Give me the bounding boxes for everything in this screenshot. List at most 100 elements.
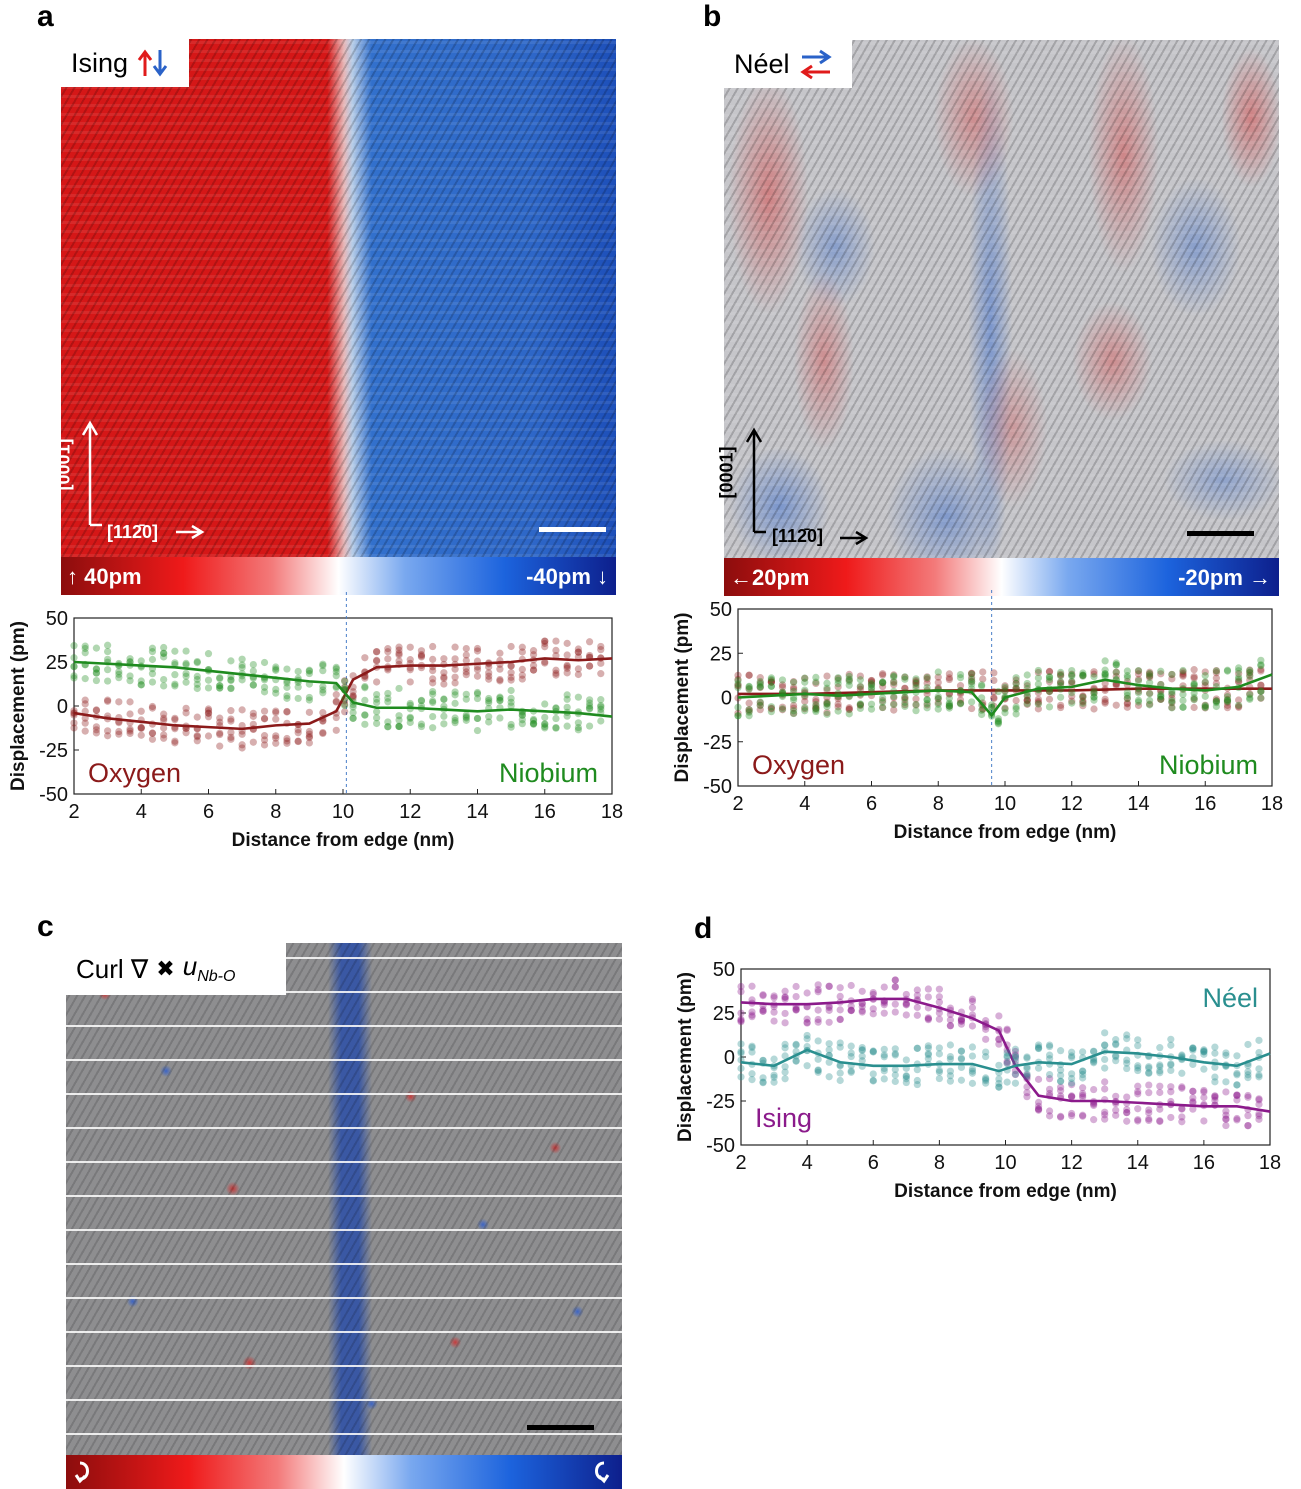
data-point	[767, 678, 775, 686]
data-point	[395, 649, 403, 657]
data-point	[912, 700, 920, 709]
data-point	[1255, 1115, 1263, 1123]
data-point	[767, 704, 775, 712]
data-point	[1068, 689, 1076, 697]
data-point	[395, 684, 403, 693]
data-point	[891, 983, 899, 991]
data-point	[574, 648, 582, 656]
data-point	[1068, 692, 1076, 700]
data-point	[901, 702, 909, 711]
data-point	[1079, 1070, 1087, 1079]
data-point	[182, 729, 190, 737]
data-point	[1068, 1112, 1076, 1120]
data-point	[1168, 698, 1176, 706]
data-point	[812, 678, 820, 686]
data-point	[935, 1015, 943, 1023]
data-point	[879, 670, 887, 678]
data-point	[305, 727, 313, 736]
data-point	[81, 707, 89, 715]
data-point	[440, 655, 448, 663]
data-point	[1189, 1060, 1197, 1069]
data-point	[968, 1067, 977, 1075]
data-point	[384, 723, 392, 731]
data-point	[1101, 1041, 1109, 1049]
data-point	[283, 665, 291, 673]
data-point	[597, 703, 605, 711]
data-point	[1003, 1058, 1011, 1066]
data-point	[834, 676, 842, 684]
data-point	[1023, 693, 1031, 701]
data-point	[1101, 695, 1109, 703]
data-point	[770, 992, 778, 1000]
data-point	[1179, 690, 1187, 699]
data-point	[834, 683, 842, 691]
data-point	[1157, 695, 1165, 703]
data-point	[319, 667, 327, 675]
data-point	[126, 655, 134, 663]
data-point	[1090, 1101, 1098, 1109]
data-point	[1212, 702, 1220, 711]
data-point	[1057, 693, 1065, 701]
data-point	[982, 1048, 990, 1056]
data-point	[902, 1075, 910, 1083]
data-point	[1011, 1053, 1020, 1061]
y-tick-label: -50	[703, 776, 732, 798]
data-point	[349, 714, 357, 722]
data-point	[283, 739, 291, 747]
data-point	[507, 698, 515, 706]
data-point	[790, 704, 798, 712]
series-line	[737, 673, 1273, 718]
data-point	[869, 1005, 877, 1013]
data-point	[1011, 1070, 1020, 1079]
data-point	[823, 710, 831, 718]
data-point	[1034, 1106, 1043, 1114]
data-point	[836, 992, 844, 1000]
data-point	[305, 732, 313, 741]
data-point	[541, 720, 549, 728]
data-point	[238, 744, 246, 752]
data-point	[734, 709, 742, 717]
data-point	[507, 669, 515, 677]
data-point	[792, 1006, 800, 1014]
data-point	[585, 699, 594, 707]
data-point	[1068, 1093, 1076, 1101]
data-point	[913, 1080, 921, 1089]
data-point	[1079, 1048, 1087, 1056]
data-point	[1068, 1074, 1076, 1083]
data-point	[319, 686, 327, 694]
data-point	[1168, 675, 1176, 683]
data-point	[148, 648, 157, 656]
data-point	[1079, 1089, 1087, 1098]
data-point	[552, 671, 560, 679]
data-point	[283, 679, 291, 687]
data-point	[879, 679, 887, 687]
data-point	[305, 734, 313, 742]
data-point	[473, 714, 482, 723]
data-point	[1156, 1082, 1164, 1090]
data-point	[1146, 673, 1154, 682]
data-point	[1123, 1059, 1131, 1067]
data-point	[1178, 1083, 1186, 1091]
data-point	[1146, 669, 1154, 677]
data-point	[979, 668, 987, 676]
data-point	[473, 666, 482, 674]
data-point	[737, 1049, 745, 1057]
data-point	[745, 671, 753, 679]
data-point	[115, 670, 123, 678]
data-point	[934, 673, 942, 681]
data-point	[879, 694, 887, 702]
data-point	[891, 1000, 899, 1008]
data-point	[148, 735, 157, 743]
data-point	[1168, 699, 1176, 707]
y-axis-label: Displacement (pm)	[675, 972, 696, 1142]
data-point	[1134, 1117, 1142, 1125]
data-point	[778, 681, 787, 689]
data-point	[137, 731, 145, 739]
data-point	[781, 995, 789, 1003]
data-point	[1034, 1075, 1043, 1083]
data-point	[1034, 1041, 1043, 1049]
data-point	[890, 692, 898, 701]
data-point	[1090, 1100, 1098, 1108]
data-point	[1012, 679, 1020, 688]
data-point	[1023, 696, 1031, 704]
